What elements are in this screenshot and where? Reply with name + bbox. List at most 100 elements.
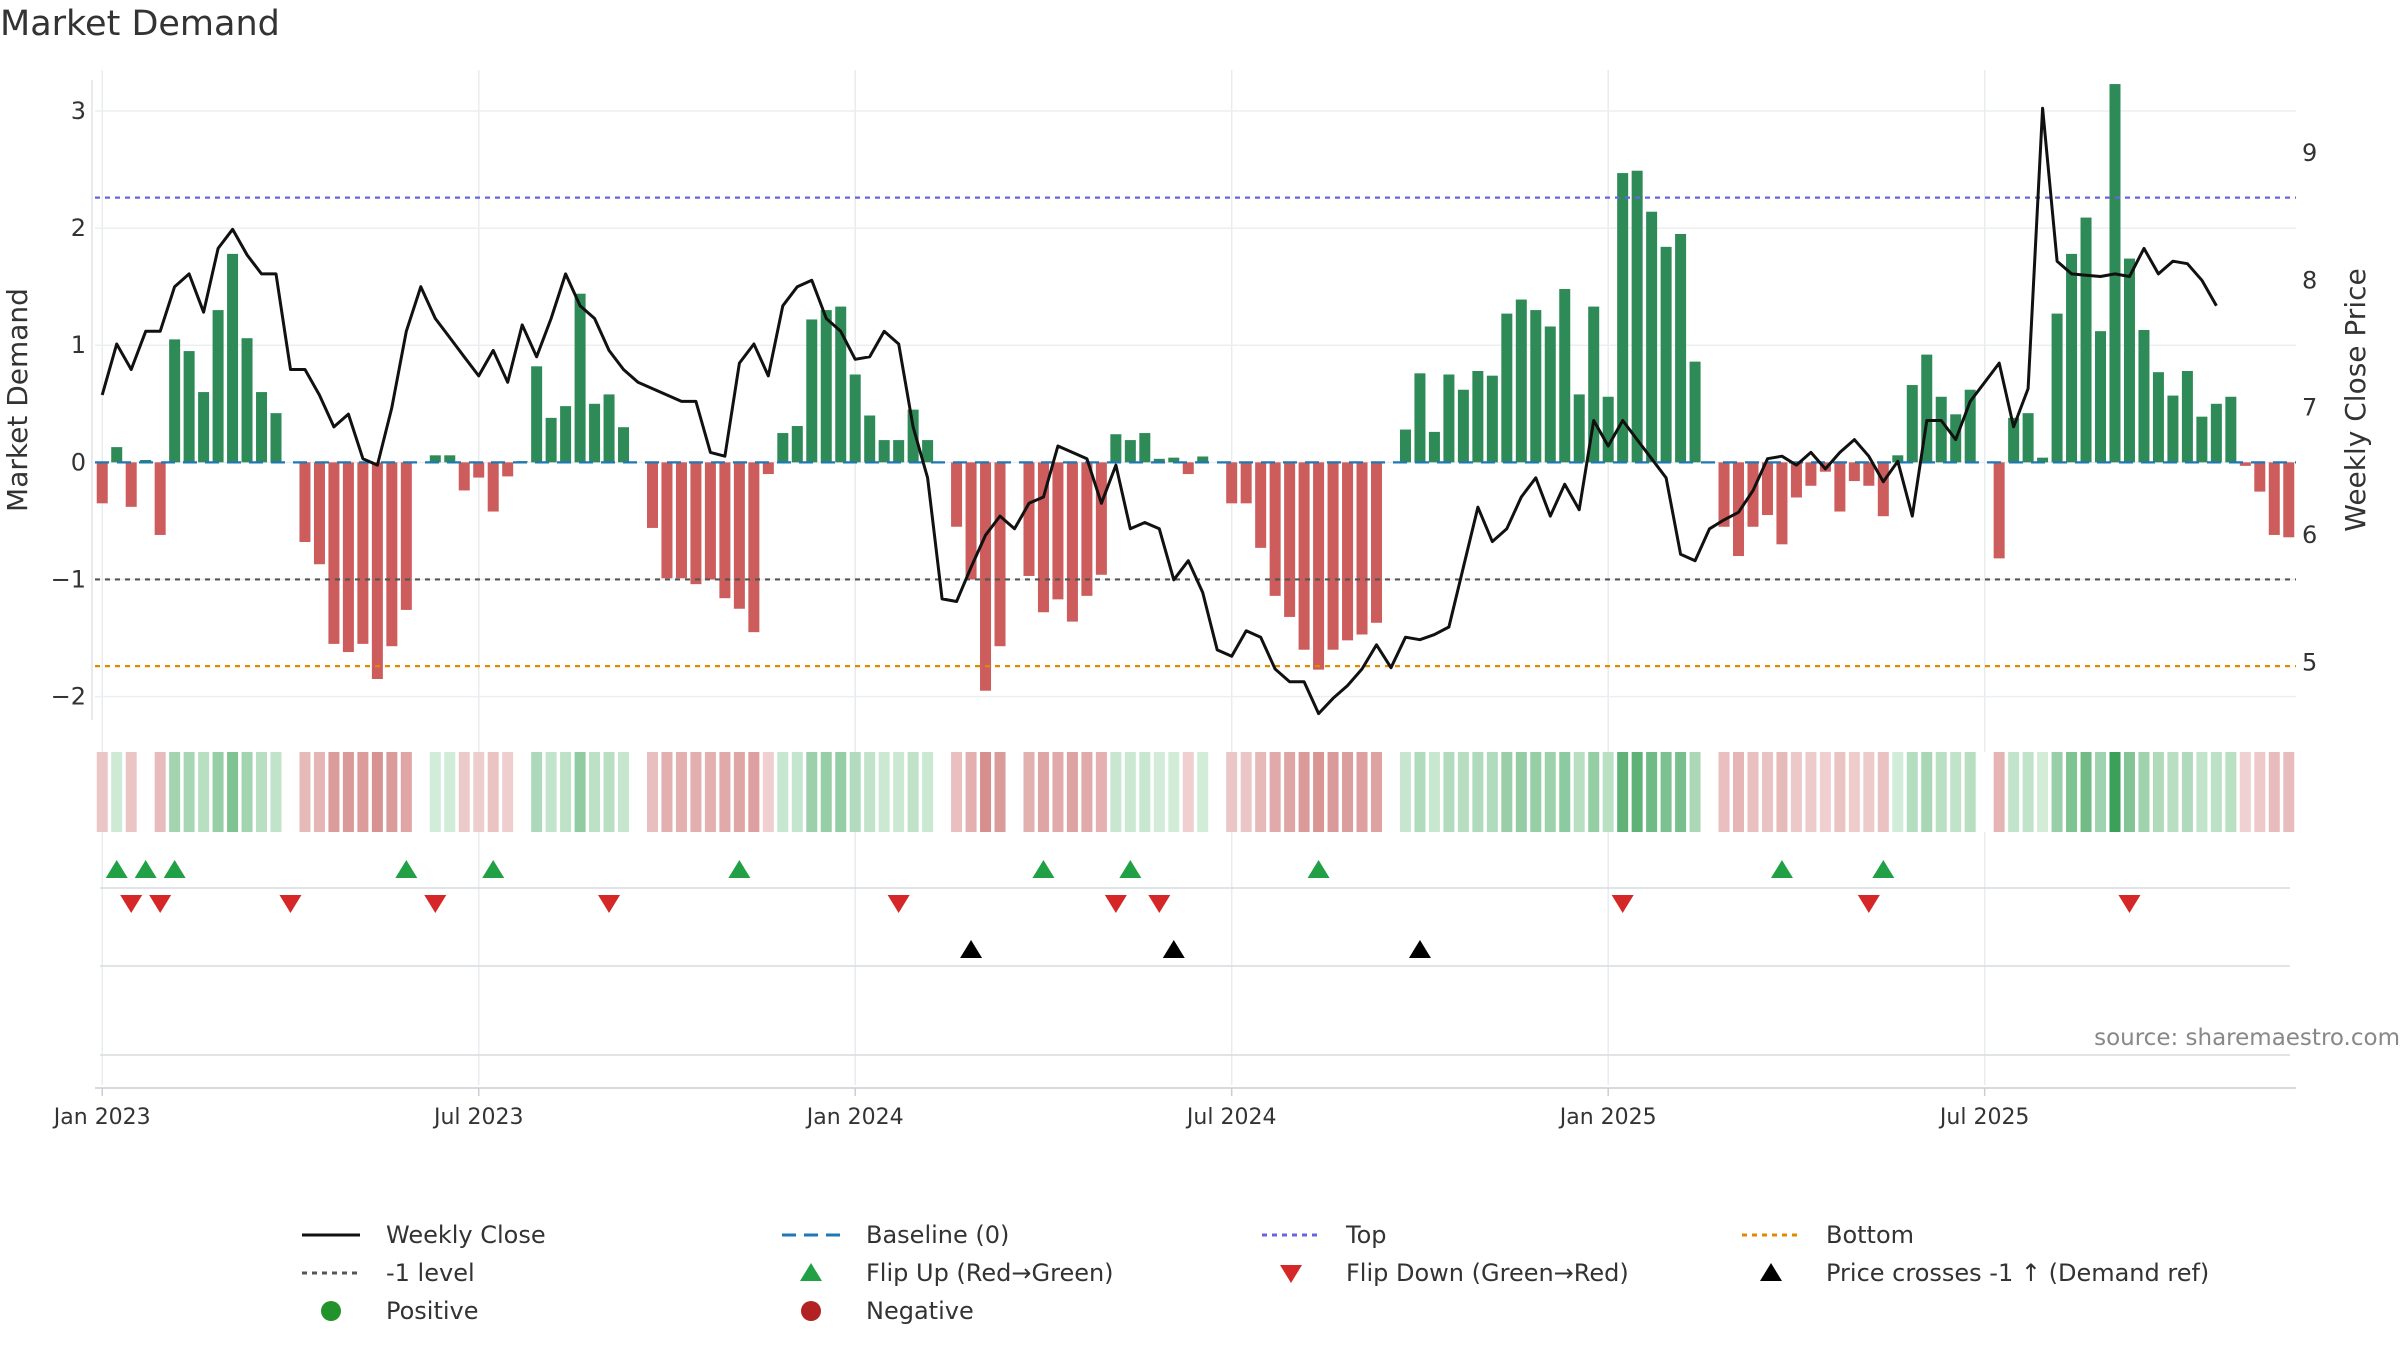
demand-bar	[1443, 374, 1455, 463]
price-line-layer	[100, 106, 2218, 716]
strip-cell	[2268, 752, 2280, 832]
flip-up-marker	[134, 860, 157, 878]
demand-bar	[1602, 396, 1614, 463]
demand-bar	[965, 462, 977, 580]
strip-cell	[1124, 752, 1136, 832]
strip-cell	[169, 752, 181, 832]
strip-cell	[733, 752, 745, 832]
legend-label: -1 level	[386, 1259, 475, 1287]
flip-down-marker	[1104, 895, 1127, 913]
demand-bar	[2051, 313, 2063, 463]
legend-swatch	[1740, 1220, 1802, 1250]
demand-bar	[1023, 462, 1035, 576]
demand-bar	[1892, 455, 1904, 463]
strip-cell	[1313, 752, 1325, 832]
demand-bar	[2225, 396, 2237, 463]
demand-bar	[1790, 462, 1802, 498]
strip-cell	[1921, 752, 1933, 832]
strip-cell	[1240, 752, 1252, 832]
demand-bar	[531, 366, 543, 463]
y-tick-label: −2	[51, 683, 86, 711]
demand-bar	[227, 253, 239, 463]
strip-cell	[1226, 752, 1238, 832]
flip-up-marker	[1770, 860, 1793, 878]
demand-bar	[502, 462, 514, 477]
demand-bar	[1964, 389, 1976, 463]
strip-cell	[212, 752, 224, 832]
demand-bar	[1689, 361, 1701, 463]
demand-bar	[1139, 433, 1151, 463]
demand-bar	[777, 433, 789, 463]
strip-cell	[386, 752, 398, 832]
strip-cell	[1877, 752, 1889, 832]
demand-bar	[140, 460, 152, 463]
demand-bar	[994, 462, 1006, 647]
legend-swatch	[300, 1220, 362, 1250]
strip-cell	[1284, 752, 1296, 832]
y2-tick-label: 8	[2302, 266, 2317, 294]
strip-cell	[1023, 752, 1035, 832]
demand-bar	[1399, 429, 1411, 463]
strip-cell	[2037, 752, 2049, 832]
flip-down-marker	[1611, 895, 1634, 913]
strip-cell	[1168, 752, 1180, 832]
demand-bar	[458, 462, 470, 491]
strip-cell	[1993, 752, 2005, 832]
demand-bar	[922, 440, 934, 463]
strip-cell	[951, 752, 963, 832]
demand-bar	[1921, 354, 1933, 463]
strip-cell	[1182, 752, 1194, 832]
legend-swatch	[300, 1258, 362, 1288]
price-cross-marker	[960, 940, 983, 958]
flip-up-marker	[482, 860, 505, 878]
strip-cell	[183, 752, 195, 832]
strip-cell	[2051, 752, 2063, 832]
demand-bar	[1646, 211, 1658, 463]
demand-bar	[2037, 457, 2049, 463]
demand-bar	[1588, 306, 1600, 463]
legend-item: Positive	[300, 1294, 780, 1328]
demand-bar	[1660, 246, 1672, 463]
flip-up-marker	[105, 860, 128, 878]
strip-cell	[2239, 752, 2251, 832]
strip-cell	[1892, 752, 1904, 832]
x-tick-label: Jan 2024	[805, 1105, 904, 1130]
strip-cell	[328, 752, 340, 832]
strip-cell	[1689, 752, 1701, 832]
strip-cell	[227, 752, 239, 832]
demand-bar	[299, 462, 311, 542]
legend-item: Price crosses -1 ↑ (Demand ref)	[1740, 1256, 2250, 1290]
demand-bar	[1877, 462, 1889, 517]
strip-cell	[1428, 752, 1440, 832]
demand-bar	[1617, 173, 1629, 463]
y-tick-label: −1	[51, 565, 86, 593]
strip-cell	[1747, 752, 1759, 832]
flip-down-marker	[120, 895, 143, 913]
demand-bar	[878, 440, 890, 463]
strip-cell	[1211, 752, 1223, 832]
demand-bar	[1298, 462, 1310, 650]
strip-cell	[1255, 752, 1267, 832]
demand-bar	[864, 415, 876, 463]
strip-cell	[516, 752, 528, 832]
legend-item: Baseline (0)	[780, 1218, 1260, 1252]
strip-cell	[777, 752, 789, 832]
strip-cell	[1110, 752, 1122, 832]
strip-cell	[270, 752, 282, 832]
strip-cell	[241, 752, 253, 832]
demand-bar	[690, 462, 702, 585]
strip-cell	[1443, 752, 1455, 832]
legend-label: Negative	[866, 1297, 974, 1325]
demand-bar	[1052, 462, 1064, 600]
strip-cell	[965, 752, 977, 832]
strip-cell	[400, 752, 412, 832]
legend-symbol	[800, 1263, 822, 1281]
flip-up-marker	[1119, 860, 1142, 878]
x-tick-label: Jul 2024	[1185, 1105, 1277, 1130]
strip-cell	[1979, 752, 1991, 832]
demand-bar	[487, 462, 499, 512]
demand-bar	[1515, 299, 1527, 463]
strip-cell	[1327, 752, 1339, 832]
demand-bar	[328, 462, 340, 644]
